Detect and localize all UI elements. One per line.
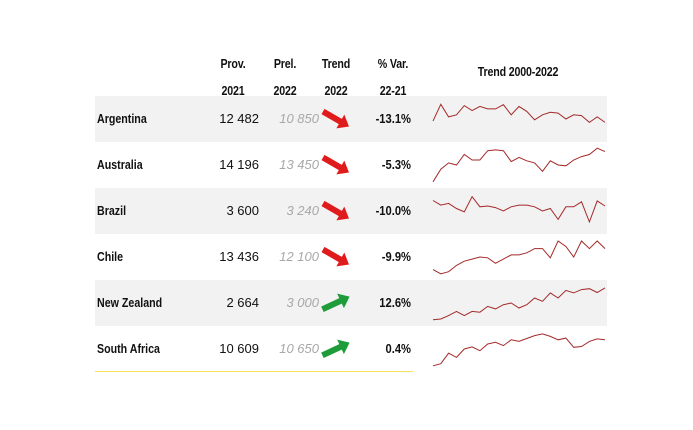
sparkline-series xyxy=(432,195,606,224)
sparkline-trend-2000-2022 xyxy=(432,333,606,367)
sparkline-series xyxy=(432,147,606,183)
prov-2021-value: 13 436 xyxy=(219,249,259,264)
header-trend-line2: 2022 xyxy=(324,83,348,98)
prel-2022-value: 3 000 xyxy=(286,295,319,310)
sparkline-series xyxy=(432,287,606,321)
header-prel-line2: 2022 xyxy=(273,83,297,98)
var-percent-value: 0.4% xyxy=(385,341,411,356)
table-row: Brazil 3 600 3 240 -10.0% xyxy=(95,188,607,234)
table-row: Australia 14 196 13 450 -5.3% xyxy=(95,142,607,188)
header-trend-line1: Trend xyxy=(321,56,351,71)
var-percent-value: -9.9% xyxy=(381,249,411,264)
table-row: South Africa 10 609 10 650 0.4% xyxy=(95,326,607,372)
country-name: Chile xyxy=(97,249,124,264)
trend-up-arrow-icon xyxy=(321,339,350,359)
header-prov: Prov. 2021 xyxy=(214,50,252,104)
trend-down-arrow-icon xyxy=(321,108,349,129)
header-trend: Trend 2022 xyxy=(317,50,355,104)
header-prov-line2: 2021 xyxy=(221,83,245,98)
table-row: Chile 13 436 12 100 -9.9% xyxy=(95,234,607,280)
sparkline-series xyxy=(432,333,606,367)
sparkline-trend-2000-2022 xyxy=(432,195,606,224)
prov-2021-value: 10 609 xyxy=(219,341,259,356)
header-spark: Trend 2000-2022 xyxy=(477,64,559,79)
trend-down-arrow-icon xyxy=(321,246,349,267)
var-percent-value: 12.6% xyxy=(379,295,411,310)
sparkline-series xyxy=(432,103,606,124)
table-bottom-line xyxy=(95,371,413,372)
var-percent-value: -5.3% xyxy=(381,157,411,172)
prov-2021-value: 14 196 xyxy=(219,157,259,172)
sparkline-series xyxy=(432,240,606,275)
prel-2022-value: 10 650 xyxy=(279,341,319,356)
header-var-line1: % Var. xyxy=(377,56,409,71)
header-prov-line1: Prov. xyxy=(220,56,246,71)
header-prel-line1: Prel. xyxy=(273,56,297,71)
country-name: South Africa xyxy=(97,341,160,356)
table-row: Argentina 12 482 10 850 -13.1% xyxy=(95,96,607,142)
table-row: New Zealand 2 664 3 000 12.6% xyxy=(95,280,607,326)
trend-down-arrow-icon xyxy=(321,154,349,175)
prov-2021-value: 12 482 xyxy=(219,111,259,126)
trend-up-arrow-icon xyxy=(321,293,350,313)
trend-down-arrow-icon xyxy=(321,200,349,221)
prov-2021-value: 2 664 xyxy=(226,295,259,310)
prel-2022-value: 3 240 xyxy=(286,203,319,218)
sparkline-trend-2000-2022 xyxy=(432,103,606,124)
country-name: New Zealand xyxy=(97,295,163,310)
header-var-line2: 22-21 xyxy=(379,83,407,98)
country-name: Australia xyxy=(97,157,143,172)
sparkline-trend-2000-2022 xyxy=(432,287,606,321)
sparkline-trend-2000-2022 xyxy=(432,147,606,183)
header-prel: Prel. 2022 xyxy=(266,50,304,104)
header-var: % Var. 22-21 xyxy=(372,50,415,104)
country-name: Brazil xyxy=(97,203,127,218)
sparkline-trend-2000-2022 xyxy=(432,240,606,275)
prel-2022-value: 12 100 xyxy=(279,249,319,264)
var-percent-value: -13.1% xyxy=(375,111,411,126)
var-percent-value: -10.0% xyxy=(375,203,411,218)
prov-2021-value: 3 600 xyxy=(226,203,259,218)
prel-2022-value: 10 850 xyxy=(279,111,319,126)
prel-2022-value: 13 450 xyxy=(279,157,319,172)
country-name: Argentina xyxy=(97,111,147,126)
